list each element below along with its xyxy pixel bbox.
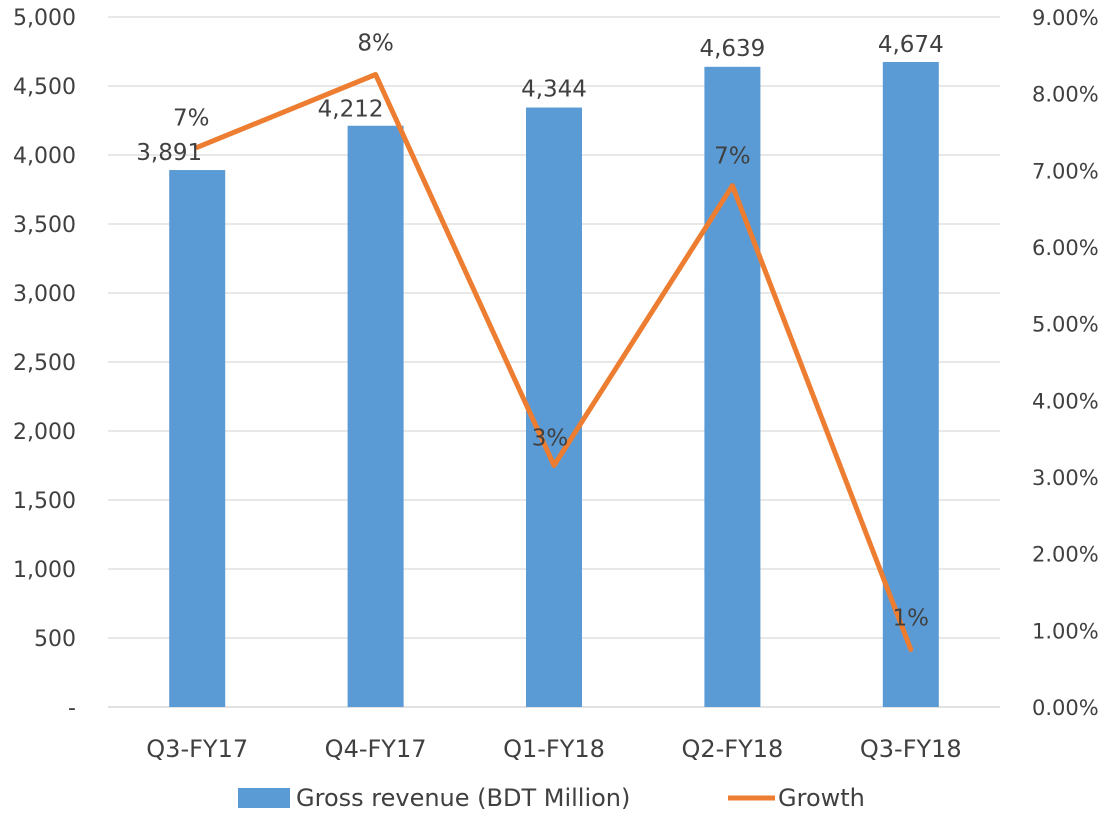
y-left-tick-label: 4,000 bbox=[13, 144, 76, 169]
legend-swatch-bar bbox=[238, 788, 290, 808]
y-left-tick-label: 5,000 bbox=[13, 6, 76, 31]
x-tick-label: Q2-FY18 bbox=[681, 735, 783, 763]
x-tick-label: Q4-FY17 bbox=[325, 735, 427, 763]
x-axis-ticks: Q3-FY17 Q4-FY17 Q1-FY18 Q2-FY18 Q3-FY18 bbox=[146, 735, 961, 763]
y-left-tick-label: - bbox=[68, 696, 76, 721]
line-data-label: 8% bbox=[357, 31, 394, 57]
y-left-tick-label: 2,000 bbox=[13, 420, 76, 445]
x-tick-label: Q1-FY18 bbox=[503, 735, 605, 763]
y-right-tick-label: 2.00% bbox=[1032, 543, 1099, 567]
bar bbox=[704, 66, 761, 708]
y-left-tick-label: 500 bbox=[34, 627, 76, 652]
y-left-tick-label: 3,000 bbox=[13, 282, 76, 307]
y-right-tick-label: 6.00% bbox=[1032, 236, 1099, 260]
line-data-label: 7% bbox=[173, 105, 210, 131]
y-left-tick-label: 3,500 bbox=[13, 213, 76, 238]
line-data-label: 7% bbox=[714, 144, 751, 170]
bar bbox=[347, 125, 404, 707]
y-right-tick-label: 4.00% bbox=[1032, 389, 1099, 413]
y-left-tick-label: 1,500 bbox=[13, 489, 76, 514]
line-data-labels: 7% 8% 3% 7% 1% bbox=[173, 31, 929, 632]
x-tick-label: Q3-FY17 bbox=[146, 735, 248, 763]
bar-data-label: 3,891 bbox=[136, 140, 202, 166]
line-series bbox=[194, 72, 914, 652]
line-data-label: 3% bbox=[532, 426, 569, 452]
y-right-tick-label: 1.00% bbox=[1032, 619, 1099, 643]
legend-label-line: Growth bbox=[778, 784, 865, 812]
bar-data-labels: 3,891 4,212 4,344 4,639 4,674 bbox=[136, 32, 943, 166]
y-left-tick-label: 1,000 bbox=[13, 558, 76, 583]
bar bbox=[169, 170, 226, 708]
bar-data-label: 4,212 bbox=[318, 97, 384, 123]
y-left-tick-label: 4,500 bbox=[13, 75, 76, 100]
bar-data-label: 4,674 bbox=[878, 32, 944, 58]
bar-data-label: 4,344 bbox=[521, 77, 587, 103]
right-axis-ticks: 0.00% 1.00% 2.00% 3.00% 4.00% 5.00% 6.00% 7.00%… bbox=[1032, 6, 1099, 720]
y-right-tick-label: 9.00% bbox=[1032, 6, 1099, 30]
bar bbox=[526, 107, 582, 707]
y-right-tick-label: 7.00% bbox=[1032, 159, 1099, 183]
x-tick-label: Q3-FY18 bbox=[860, 735, 962, 763]
bar-data-label: 4,639 bbox=[699, 36, 765, 62]
y-right-tick-label: 3.00% bbox=[1032, 466, 1099, 490]
legend-label-bar: Gross revenue (BDT Million) bbox=[296, 784, 630, 812]
legend: Gross revenue (BDT Million) Growth bbox=[238, 784, 865, 812]
line-data-label: 1% bbox=[893, 606, 930, 632]
y-left-tick-label: 2,500 bbox=[13, 351, 76, 376]
y-right-tick-label: 0.00% bbox=[1032, 696, 1099, 720]
bar-series bbox=[169, 61, 939, 708]
y-right-tick-label: 5.00% bbox=[1032, 313, 1099, 337]
left-axis-ticks: - 500 1,000 1,500 2,000 2,500 3,000 3,500 4,000 4… bbox=[13, 6, 76, 721]
y-right-tick-label: 8.00% bbox=[1032, 83, 1099, 107]
